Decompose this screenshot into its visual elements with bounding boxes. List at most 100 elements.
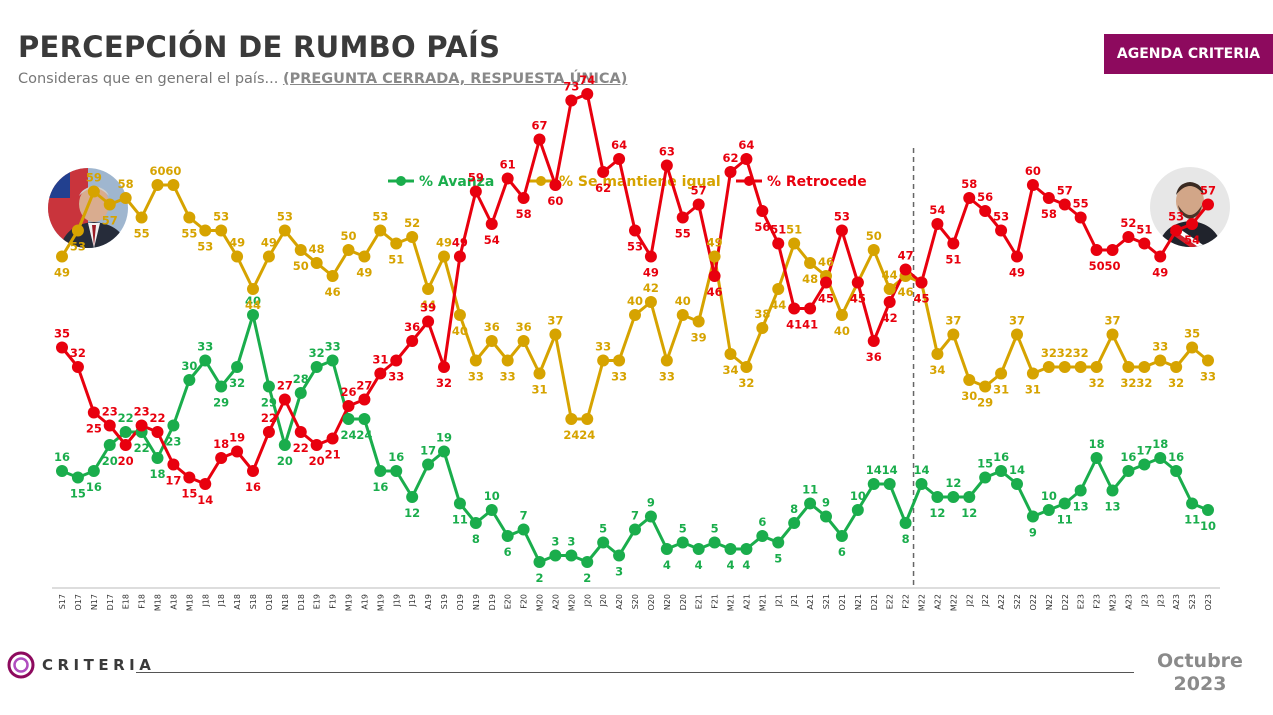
data-point — [438, 361, 450, 373]
data-label: 57 — [691, 184, 707, 198]
legend-label: % Retrocede — [767, 174, 867, 190]
data-label: 51 — [388, 253, 404, 267]
data-point — [485, 218, 498, 230]
data-label: 59 — [468, 171, 484, 185]
data-label: 32 — [1041, 346, 1057, 360]
data-label: 8 — [902, 532, 910, 546]
data-label: 32 — [309, 346, 325, 360]
data-point — [469, 185, 482, 198]
data-point — [1202, 354, 1214, 367]
data-label: 53 — [372, 210, 388, 224]
data-label: 48 — [802, 272, 818, 286]
data-label: 3 — [551, 535, 559, 549]
data-label: 27 — [277, 379, 293, 393]
data-point — [995, 224, 1008, 237]
data-point — [772, 237, 785, 250]
data-label: 28 — [293, 372, 309, 386]
data-point — [644, 296, 657, 308]
data-label: 36 — [516, 320, 532, 334]
x-tick-label: A19 — [424, 594, 433, 610]
data-point — [979, 205, 992, 217]
data-label: 44 — [420, 298, 436, 312]
x-tick-label: S23 — [1188, 594, 1197, 609]
x-tick-label: A18 — [169, 594, 178, 610]
data-label: 10 — [484, 489, 500, 503]
data-point — [613, 549, 626, 562]
data-label: 20 — [102, 454, 118, 468]
data-label: 55 — [1073, 197, 1089, 211]
data-point — [549, 328, 562, 341]
data-point — [1202, 504, 1214, 516]
data-point — [406, 335, 419, 347]
data-label: 50 — [1104, 259, 1120, 273]
x-tick-label: M18 — [154, 594, 163, 611]
data-point — [1154, 452, 1167, 464]
data-label: 73 — [563, 80, 579, 94]
data-label: 51 — [945, 253, 961, 267]
data-label: 37 — [1104, 314, 1120, 328]
data-label: 40 — [452, 324, 468, 338]
data-point — [326, 432, 339, 445]
x-tick-label: D19 — [488, 594, 497, 610]
x-tick-label: E19 — [313, 594, 322, 609]
data-label: 14 — [882, 463, 898, 477]
data-label: 35 — [54, 327, 70, 341]
x-tick-label: E23 — [1077, 594, 1086, 609]
data-point — [422, 283, 435, 295]
data-point — [1074, 484, 1087, 497]
data-point — [692, 543, 705, 555]
data-point — [804, 497, 817, 510]
x-tick-label: A23 — [1172, 594, 1181, 610]
data-label: 23 — [165, 435, 181, 449]
data-label: 25 — [86, 422, 102, 436]
data-point — [1138, 237, 1151, 250]
data-label: 56 — [977, 190, 993, 204]
data-label: 16 — [1168, 450, 1184, 464]
data-label: 5 — [774, 552, 782, 566]
x-tick-label: O17 — [74, 594, 83, 610]
data-point — [247, 309, 259, 321]
data-label: 11 — [452, 513, 468, 527]
data-label: 18 — [213, 437, 229, 451]
data-point — [867, 335, 880, 347]
data-label: 32 — [229, 376, 245, 390]
data-point — [613, 354, 626, 367]
data-label: 33 — [595, 340, 611, 354]
data-label: 53 — [627, 240, 643, 254]
data-label: 33 — [1152, 340, 1168, 354]
data-point — [676, 536, 689, 549]
data-point — [1074, 361, 1087, 373]
data-label: 14 — [197, 493, 213, 507]
data-label: 33 — [659, 370, 675, 384]
data-label: 21 — [325, 448, 341, 462]
data-label: 18 — [1152, 437, 1168, 451]
data-label: 16 — [993, 450, 1009, 464]
data-point — [1170, 361, 1183, 373]
data-label: 32 — [70, 346, 86, 360]
data-label: 29 — [977, 396, 993, 410]
data-point — [931, 348, 944, 360]
data-point — [533, 367, 546, 380]
data-point — [1106, 328, 1119, 341]
data-point — [1138, 361, 1151, 373]
data-label: 11 — [1184, 513, 1200, 527]
data-label: 55 — [181, 227, 197, 241]
data-label: 53 — [277, 210, 293, 224]
data-point — [517, 523, 530, 536]
data-point — [135, 211, 148, 224]
data-point — [1186, 497, 1199, 510]
x-tick-label: F20 — [520, 594, 529, 609]
data-point — [692, 198, 705, 211]
data-point — [310, 257, 323, 269]
data-label: 6 — [504, 545, 512, 559]
x-tick-label: D18 — [297, 594, 306, 610]
data-point — [326, 354, 339, 367]
legend-label: % Se mantiene igual — [559, 174, 721, 190]
data-point — [629, 523, 641, 536]
data-label: 51 — [1136, 223, 1152, 237]
data-label: 11 — [1057, 513, 1073, 527]
data-point — [756, 205, 769, 217]
data-label: 60 — [547, 194, 563, 208]
data-label: 33 — [468, 370, 484, 384]
data-label: 16 — [86, 480, 102, 494]
